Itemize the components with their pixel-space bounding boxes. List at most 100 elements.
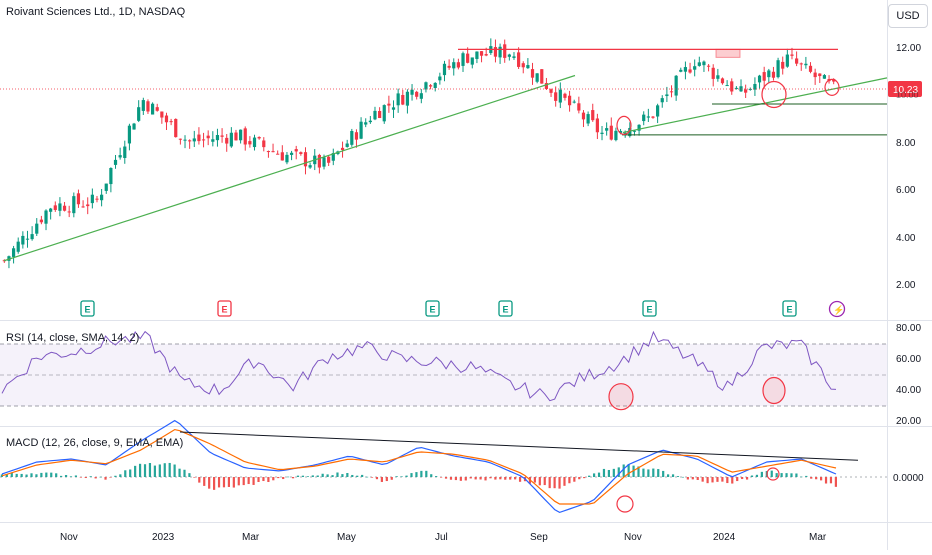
candle-body (470, 57, 474, 65)
candle-body (62, 205, 67, 211)
macd-highlight-circle (616, 495, 634, 513)
earnings-marker[interactable]: E (425, 300, 440, 317)
macd-histogram-bar (114, 475, 117, 477)
dividend-marker[interactable]: ⚡ (828, 300, 846, 318)
y-tick-label: 4.00 (896, 233, 916, 244)
macd-histogram-bar (306, 476, 309, 477)
candle-body (248, 141, 252, 145)
candle-body (113, 159, 118, 165)
earnings-marker[interactable]: E (217, 300, 232, 317)
candle-body (433, 82, 437, 88)
macd-histogram-bar (612, 468, 615, 477)
candle-body (679, 69, 683, 72)
candle-body (688, 69, 692, 73)
candle-body (595, 118, 599, 133)
macd-histogram-bar (69, 476, 73, 477)
macd-histogram-bar (484, 477, 487, 481)
macd-histogram-bar (459, 477, 462, 481)
earnings-marker[interactable]: E (782, 300, 797, 317)
candle-body (683, 67, 688, 72)
macd-histogram-bar (247, 477, 250, 485)
candle-body (609, 125, 613, 140)
macd-histogram-bar (183, 469, 186, 477)
macd-histogram-bar (469, 477, 472, 479)
candle-body (201, 139, 206, 141)
candle-body (646, 116, 650, 118)
macd-histogram-bar (770, 470, 773, 477)
macd-histogram-bar (74, 475, 78, 477)
macd-histogram-bar (716, 477, 719, 482)
earnings-marker[interactable]: E (498, 300, 513, 317)
macd-histogram-bar (632, 465, 635, 477)
macd-histogram-bar (168, 462, 171, 477)
macd-histogram-bar (252, 477, 255, 485)
macd-histogram-bar (336, 472, 339, 477)
candle-body (665, 94, 669, 97)
candle-body (716, 75, 720, 79)
candle-body (206, 135, 210, 139)
macd-histogram-bar (158, 464, 161, 477)
candle-body (262, 140, 266, 148)
macd-title[interactable]: MACD (12, 26, close, 9, EMA, EMA) (6, 437, 184, 449)
macd-histogram-bar (148, 463, 152, 477)
macd-histogram-bar (449, 477, 453, 480)
candle-body (30, 234, 34, 240)
macd-histogram-bar (706, 477, 709, 484)
candle-body (651, 116, 655, 118)
macd-histogram-bar (444, 477, 448, 479)
candle-body (669, 91, 674, 93)
candle-body (456, 62, 460, 68)
candle-body (354, 132, 359, 140)
macd-histogram-bar (208, 477, 211, 489)
candle-body (86, 204, 90, 207)
macd-histogram-bar (696, 477, 699, 480)
candle-body (280, 152, 284, 161)
macd-histogram-bar (301, 475, 305, 477)
macd-histogram-bar (430, 474, 433, 477)
candle-body (303, 152, 308, 167)
macd-histogram-bar (509, 477, 512, 480)
candle-body (150, 103, 155, 115)
candle-body (382, 105, 386, 122)
candle-body (581, 112, 586, 120)
candle-body (299, 152, 303, 155)
candle-body (461, 53, 465, 66)
macd-histogram-bar (435, 476, 438, 477)
macd-histogram-bar (597, 472, 601, 477)
candle-body (294, 149, 298, 152)
macd-histogram-bar (420, 470, 423, 477)
macd-histogram-bar (153, 465, 156, 477)
candle-body (44, 210, 48, 224)
candle-body (725, 85, 729, 87)
x-tick-label: Jul (435, 532, 448, 543)
macd-histogram-bar (262, 477, 265, 482)
macd-histogram-bar (760, 471, 763, 477)
candle-body (160, 111, 164, 118)
candle-body (322, 157, 326, 167)
candle-body (577, 103, 581, 111)
macd-histogram-bar (731, 477, 734, 484)
macd-divergence-line (179, 431, 859, 461)
candle-series (2, 38, 836, 269)
macd-histogram-bar (755, 474, 759, 477)
macd-histogram-bar (10, 472, 13, 477)
resistance-zone (715, 48, 741, 58)
candle-body (76, 193, 81, 205)
y-tick-label: 2.00 (896, 280, 916, 291)
earnings-marker[interactable]: E (642, 300, 657, 317)
symbol-title[interactable]: Roivant Sciences Ltd., 1D, NASDAQ (6, 6, 186, 18)
candle-body (234, 132, 238, 141)
currency-button[interactable]: USD (888, 4, 928, 28)
rsi-title[interactable]: RSI (14, close, SMA, 14, 2) (6, 332, 140, 344)
macd-histogram-bar (45, 472, 48, 477)
candle-body (308, 165, 312, 168)
candle-body (660, 98, 664, 103)
macd-histogram-bar (627, 464, 630, 477)
macd-histogram-bar (64, 475, 68, 477)
candle-body (697, 62, 701, 66)
earnings-marker[interactable]: E (80, 300, 95, 317)
candle-body (123, 146, 127, 158)
macd-histogram-bar (55, 473, 58, 477)
macd-histogram-bar (267, 477, 270, 482)
